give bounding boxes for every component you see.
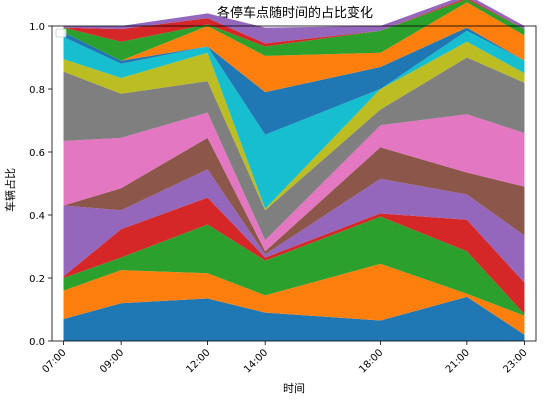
x-tick-label: 18:00	[357, 347, 385, 375]
x-tick-label: 12:00	[185, 347, 213, 375]
legend-box	[55, 28, 67, 38]
y-tick-label: 0.2	[29, 274, 45, 285]
legend	[55, 28, 67, 38]
x-tick-label: 21:00	[444, 347, 472, 375]
y-axis-label: 车辆占比	[3, 168, 17, 212]
area-series-5	[63, 169, 525, 283]
area-series-4	[63, 197, 525, 315]
chart-title: 各停车点随时间的占比变化	[217, 5, 373, 21]
area-series-group	[63, 0, 525, 341]
area-series-15	[63, 0, 525, 44]
area-series-2	[63, 263, 525, 335]
y-tick-label: 1.0	[29, 22, 45, 33]
x-axis-label: 时间	[283, 382, 305, 395]
y-tick-label: 0.4	[29, 211, 45, 222]
area-series-3	[63, 216, 525, 316]
area-series-13	[63, 0, 525, 61]
area-series-6	[63, 137, 525, 255]
area-series-11	[63, 27, 525, 135]
area-series-12	[63, 2, 525, 93]
area-series-9	[63, 41, 525, 211]
area-series-8	[63, 57, 525, 241]
y-tick-label: 0.8	[29, 85, 45, 96]
area-series-10	[63, 30, 525, 209]
area-series-1	[63, 296, 525, 341]
x-tick-label: 14:00	[242, 347, 270, 375]
area-series-14	[63, 0, 525, 47]
x-tick-label: 23:00	[501, 347, 529, 375]
area-series-7	[63, 112, 525, 252]
y-tick-label: 0.6	[29, 148, 45, 159]
y-tick-label: 0.0	[29, 337, 45, 348]
x-tick-label: 07:00	[40, 347, 68, 375]
x-tick-label: 09:00	[98, 347, 126, 375]
plot-frame	[51, 25, 537, 342]
